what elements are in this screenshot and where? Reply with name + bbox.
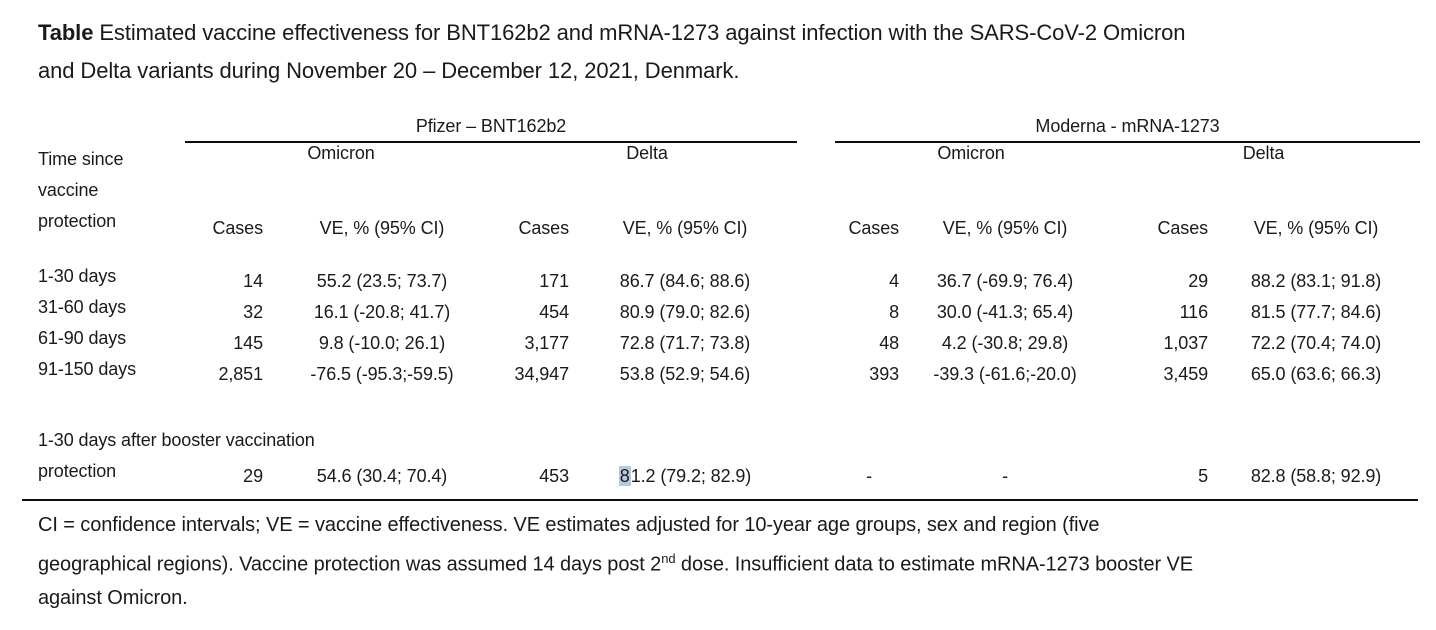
- table-label: Table: [38, 20, 94, 45]
- cases-cell: 8: [889, 302, 900, 322]
- time-interval-label: 61-90 days: [38, 328, 127, 348]
- cases-cell: 453: [539, 466, 569, 486]
- booster-section-label: 1-30 days after booster vaccination: [38, 430, 315, 450]
- column-gap: [797, 261, 835, 292]
- ve-cell: 81.2 (79.2; 82.9): [573, 456, 797, 487]
- table-footnote: CI = confidence intervals; VE = vaccine …: [22, 499, 1418, 615]
- column-header-row: Cases VE, % (95% CI) Cases VE, % (95% CI…: [38, 203, 1420, 239]
- row-header-line: protection: [38, 211, 117, 231]
- ve-cell: 30.0 (-41.3; 65.4): [936, 302, 1074, 322]
- column-gap: [797, 456, 835, 487]
- column-gap: [797, 106, 835, 142]
- footnote-line-3: against Omicron.: [38, 586, 188, 609]
- table-row: 91-150 days 2,851 -76.5 (-95.3;-59.5) 34…: [38, 354, 1420, 385]
- vaccine-effectiveness-table: Pfizer – BNT162b2 Moderna - mRNA-1273 Ti…: [38, 106, 1421, 487]
- variant-header-moderna-omicron: Omicron: [937, 143, 1005, 163]
- ve-cell: 72.8 (71.7; 73.8): [619, 333, 751, 353]
- cases-column-header: Cases: [518, 218, 569, 238]
- cases-cell: 5: [1198, 466, 1209, 486]
- variant-header-row: Time since vaccine protection Omicron De…: [38, 142, 1420, 231]
- ve-column-header: VE, % (95% CI): [1253, 218, 1379, 238]
- cases-cell: 393: [869, 364, 900, 384]
- column-gap: [797, 292, 835, 323]
- ve-cell: 4.2 (-30.8; 29.8): [941, 333, 1069, 353]
- cases-cell: 34,947: [514, 364, 570, 384]
- ve-cell: -39.3 (-61.6;-20.0): [933, 364, 1077, 384]
- column-gap: [797, 354, 835, 385]
- column-gap: [797, 323, 835, 354]
- cases-cell: 116: [1179, 302, 1209, 322]
- spacer-row: [38, 239, 1420, 261]
- cases-column-header: Cases: [212, 218, 263, 238]
- no-data-cell: -: [866, 466, 872, 486]
- group-header-moderna: Moderna - mRNA-1273: [835, 106, 1421, 143]
- group-header-pfizer: Pfizer – BNT162b2: [185, 106, 798, 143]
- cases-cell: 1,037: [1163, 333, 1209, 353]
- ve-cell: 16.1 (-20.8; 41.7): [313, 302, 451, 322]
- ve-cell: 82.8 (58.8; 92.9): [1250, 466, 1382, 486]
- table-title: Table Estimated vaccine effectiveness fo…: [38, 14, 1420, 90]
- spacer-row: [38, 173, 1420, 203]
- variant-header-pfizer-delta: Delta: [626, 143, 668, 163]
- table-row: 31-60 days 32 16.1 (-20.8; 41.7) 454 80.…: [38, 292, 1420, 323]
- superscript-nd: nd: [661, 551, 676, 566]
- time-interval-label: 31-60 days: [38, 297, 127, 317]
- title-line-1-text: Estimated vaccine effectiveness for BNT1…: [93, 20, 1186, 45]
- cases-column-header: Cases: [1157, 218, 1209, 238]
- ve-cell: -76.5 (-95.3;-59.5): [310, 364, 454, 384]
- time-interval-label: 91-150 days: [38, 359, 136, 379]
- cases-cell: 171: [539, 271, 569, 291]
- ve-cell: 80.9 (79.0; 82.6): [619, 302, 751, 322]
- vaccine-group-header-row: Pfizer – BNT162b2 Moderna - mRNA-1273: [38, 106, 1421, 143]
- no-data-cell: -: [1002, 466, 1008, 486]
- cases-cell: 14: [243, 271, 263, 291]
- ve-cell: 88.2 (83.1; 91.8): [1250, 271, 1382, 291]
- spacer-row: [38, 385, 1420, 425]
- ve-column-header: VE, % (95% CI): [319, 218, 445, 238]
- row-header-line: vaccine: [38, 180, 99, 200]
- booster-row: protection 29 54.6 (30.4; 70.4) 453 81.2…: [38, 456, 1420, 487]
- variant-header-pfizer-omicron: Omicron: [307, 143, 375, 163]
- ve-cell: 86.7 (84.6; 88.6): [619, 271, 751, 291]
- row-header-line: Time since: [38, 149, 124, 169]
- cases-cell: 48: [879, 333, 900, 353]
- ve-cell: 81.5 (77.7; 84.6): [1250, 302, 1382, 322]
- empty-cell: [38, 106, 185, 142]
- column-gap: [797, 203, 835, 239]
- variant-header-moderna-delta: Delta: [1242, 143, 1285, 163]
- ve-cell: 65.0 (63.6; 66.3): [1250, 364, 1382, 384]
- cases-column-header: Cases: [848, 218, 900, 238]
- cases-cell: 3,459: [1163, 364, 1209, 384]
- ve-cell: 36.7 (-69.9; 76.4): [936, 271, 1074, 291]
- selection-highlight: 8: [618, 466, 631, 486]
- ve-column-header: VE, % (95% CI): [942, 218, 1068, 238]
- ve-column-header: VE, % (95% CI): [622, 218, 748, 238]
- cases-cell: 3,177: [524, 333, 569, 353]
- table-row: 61-90 days 145 9.8 (-10.0; 26.1) 3,177 7…: [38, 323, 1420, 354]
- cases-cell: 2,851: [218, 364, 263, 384]
- ve-cell-text: 1.2 (79.2; 82.9): [630, 466, 752, 486]
- title-line-1: Table Estimated vaccine effectiveness fo…: [38, 14, 1420, 52]
- footnote-line-1: CI = confidence intervals; VE = vaccine …: [38, 514, 1100, 536]
- title-line-2: and Delta variants during November 20 – …: [38, 58, 740, 83]
- footnote-line-2: geographical regions). Vaccine protectio…: [38, 551, 1194, 576]
- time-interval-label: 1-30 days: [38, 266, 117, 286]
- ve-cell: 55.2 (23.5; 73.7): [316, 271, 448, 291]
- cases-cell: 29: [1188, 271, 1209, 291]
- cases-cell: 32: [243, 302, 263, 322]
- ve-cell: 54.6 (30.4; 70.4): [316, 466, 448, 486]
- cases-cell: 145: [233, 333, 263, 353]
- cases-cell: 29: [243, 466, 263, 486]
- ve-cell: 53.8 (52.9; 54.6): [619, 364, 751, 384]
- booster-row-label: protection: [38, 461, 117, 481]
- ve-cell: 9.8 (-10.0; 26.1): [318, 333, 446, 353]
- booster-section-label-row: 1-30 days after booster vaccination: [38, 425, 1420, 456]
- time-since-vaccine-protection-label: Time since vaccine protection: [38, 142, 185, 239]
- table-row: 1-30 days 14 55.2 (23.5; 73.7) 171 86.7 …: [38, 261, 1420, 292]
- column-gap: [797, 142, 835, 173]
- cases-cell: 454: [539, 302, 569, 322]
- cases-cell: 4: [889, 271, 900, 291]
- ve-cell: 72.2 (70.4; 74.0): [1250, 333, 1382, 353]
